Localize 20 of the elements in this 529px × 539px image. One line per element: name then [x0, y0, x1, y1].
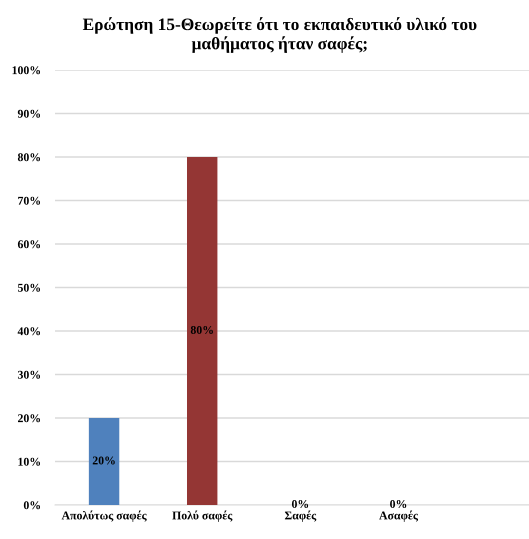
x-tick-label: Απολύτως σαφές — [62, 510, 147, 522]
y-tick-label: 80% — [18, 153, 40, 162]
x-tick-label: Ασαφές — [379, 510, 418, 522]
y-tick-label: 50% — [18, 284, 40, 292]
y-tick-label: 10% — [18, 458, 40, 466]
chart-title: Ερώτηση 15-Θεωρείτε ότι το εκπαιδευτικό υλικό του μαθήματος ήταν σαφές; — [82, 17, 476, 53]
y-tick-label: 60% — [18, 240, 40, 248]
y-tick-label: 70% — [18, 196, 40, 205]
y-tick-label: 20% — [18, 414, 40, 422]
x-tick-label: Πολύ σαφές — [172, 510, 232, 522]
y-tick-label: 0% — [24, 501, 40, 510]
data-label: 0% — [292, 500, 308, 508]
y-tick-label: 100% — [12, 66, 40, 74]
data-label: 0% — [390, 500, 406, 508]
y-tick-label: 90% — [18, 110, 40, 118]
data-label: 80% — [190, 326, 213, 334]
y-tick-label: 40% — [18, 327, 40, 336]
data-label: 20% — [92, 456, 115, 464]
y-tick-label: 30% — [18, 370, 40, 379]
x-tick-label: Σαφές — [284, 510, 316, 522]
